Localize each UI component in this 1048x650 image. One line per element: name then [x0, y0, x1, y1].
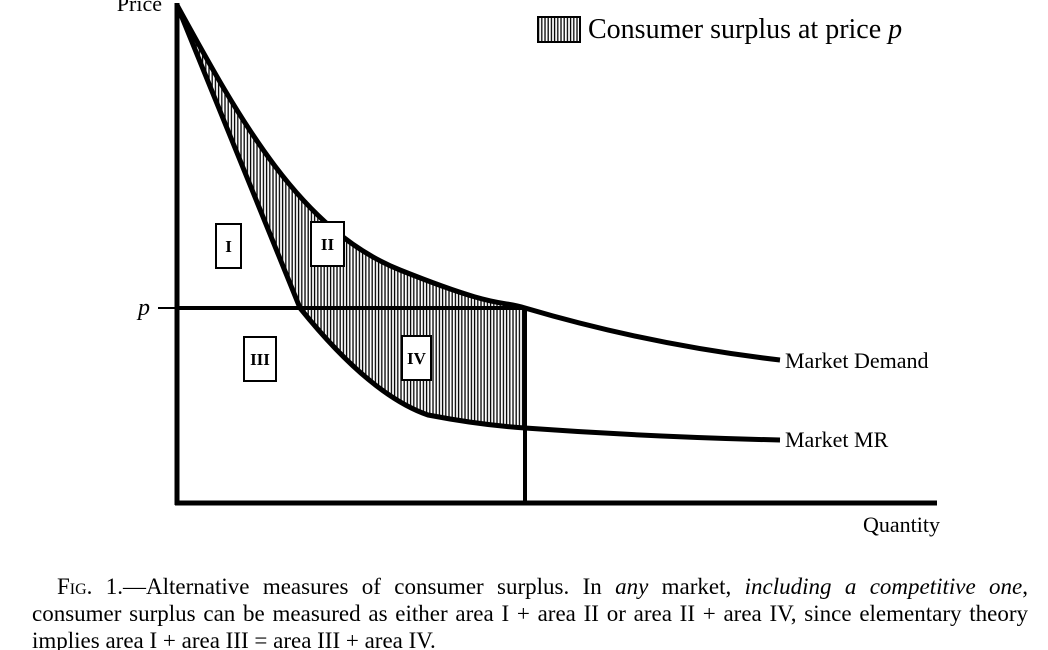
x-axis-label: Quantity [863, 512, 940, 537]
curve-label: Market MR [785, 427, 889, 452]
surplus-area [177, 5, 525, 428]
caption-text: including a competitive one [744, 574, 1023, 599]
region-box [243, 336, 277, 382]
region-box [215, 223, 242, 269]
caption-text: any [615, 574, 649, 599]
caption-text: —Alternative measures of consumer surplu… [123, 574, 616, 599]
demand-curve [174, 3, 781, 363]
y-axis-label: Price [117, 0, 162, 16]
region-label: III [250, 350, 270, 369]
diagram: Price Quantity p Market Demand Market MR… [117, 0, 940, 537]
caption: Fig. 1.—Alternative measures of consumer… [32, 573, 1028, 650]
caption-text: Fig. 1. [57, 574, 124, 599]
price-label: p [136, 295, 150, 321]
region-box [401, 335, 432, 381]
caption-text: market, [648, 574, 745, 599]
caption-text: , consumer surplus can be measured as ei… [32, 574, 1029, 650]
mr-curve [174, 4, 781, 443]
region-box [310, 221, 345, 267]
region-label: IV [407, 349, 427, 368]
legend-text: Consumer surplus at price p [588, 14, 902, 45]
curve-label: Market Demand [785, 348, 929, 373]
region-label: II [321, 235, 335, 254]
region-label: I [225, 237, 232, 256]
legend-swatch [537, 16, 581, 43]
legend-label: Consumer surplus at price [588, 14, 888, 45]
legend-variable: p [886, 14, 902, 45]
